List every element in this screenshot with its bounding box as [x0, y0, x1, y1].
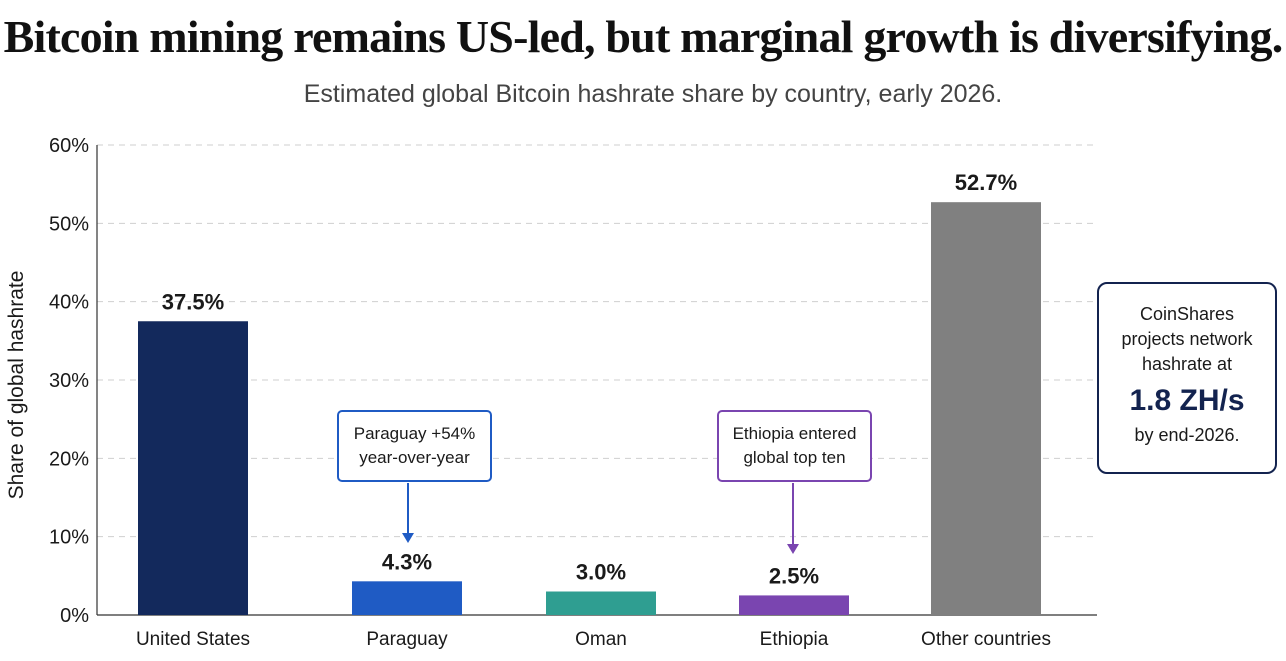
- data-label: 2.5%: [769, 563, 819, 588]
- x-tick-label: Oman: [575, 629, 627, 650]
- y-tick-label: 20%: [49, 448, 89, 470]
- paraguay-callout: Paraguay +54% year-over-year: [337, 410, 492, 482]
- ethiopia-callout-line-2: global top ten: [743, 448, 846, 467]
- bar-paraguay: [352, 581, 462, 615]
- x-tick-label: Ethiopia: [760, 629, 829, 650]
- hashrate-projection-box: CoinShares projects network hashrate at …: [1097, 282, 1277, 474]
- side-note-line-2: projects network: [1121, 329, 1253, 349]
- bars: [138, 202, 1041, 615]
- paraguay-callout-line-1: Paraguay +54%: [353, 424, 476, 443]
- callout-arrows: [402, 483, 799, 554]
- paraguay-arrow-head: [402, 533, 414, 543]
- y-tick-label: 10%: [49, 527, 89, 549]
- bar-ethiopia: [739, 595, 849, 615]
- data-label: 4.3%: [382, 549, 432, 574]
- side-note-highlight: 1.8 ZH/s: [1129, 384, 1245, 417]
- side-note-line-1: CoinShares: [1139, 304, 1235, 324]
- data-label: 52.7%: [955, 170, 1017, 195]
- y-tick-label: 0%: [60, 605, 89, 627]
- y-tick-label: 60%: [49, 135, 89, 157]
- ethiopia-callout-line-1: Ethiopia entered: [732, 424, 857, 443]
- ethiopia-callout: Ethiopia entered global top ten: [717, 410, 872, 482]
- ethiopia-arrow-head: [787, 544, 799, 554]
- bar-other-countries: [931, 202, 1041, 615]
- x-tick-label: Paraguay: [366, 629, 448, 650]
- x-tick-label: United States: [136, 629, 250, 650]
- bar-oman: [546, 591, 656, 615]
- gridlines: [97, 144, 1097, 538]
- side-note-line-4: by end-2026.: [1134, 425, 1240, 445]
- paraguay-callout-line-2: year-over-year: [359, 448, 470, 467]
- y-tick-label: 30%: [49, 370, 89, 392]
- y-tick-label: 50%: [49, 213, 89, 235]
- data-label: 37.5%: [162, 289, 224, 314]
- x-tick-label: Other countries: [921, 629, 1051, 650]
- y-tick-label: 40%: [49, 292, 89, 314]
- bar-united-states: [138, 321, 248, 615]
- data-label: 3.0%: [576, 560, 626, 585]
- labels: 37.5% United States 4.3% Paraguay 3.0% Oman 2.…: [136, 170, 1051, 650]
- chart-subtitle: Estimated global Bitcoin hashrate share …: [303, 80, 1003, 108]
- chart-title: Bitcoin mining remains US-led, but margi…: [3, 11, 1284, 62]
- y-axis-label: Share of global hashrate: [5, 271, 28, 500]
- side-note-line-3: hashrate at: [1141, 354, 1233, 374]
